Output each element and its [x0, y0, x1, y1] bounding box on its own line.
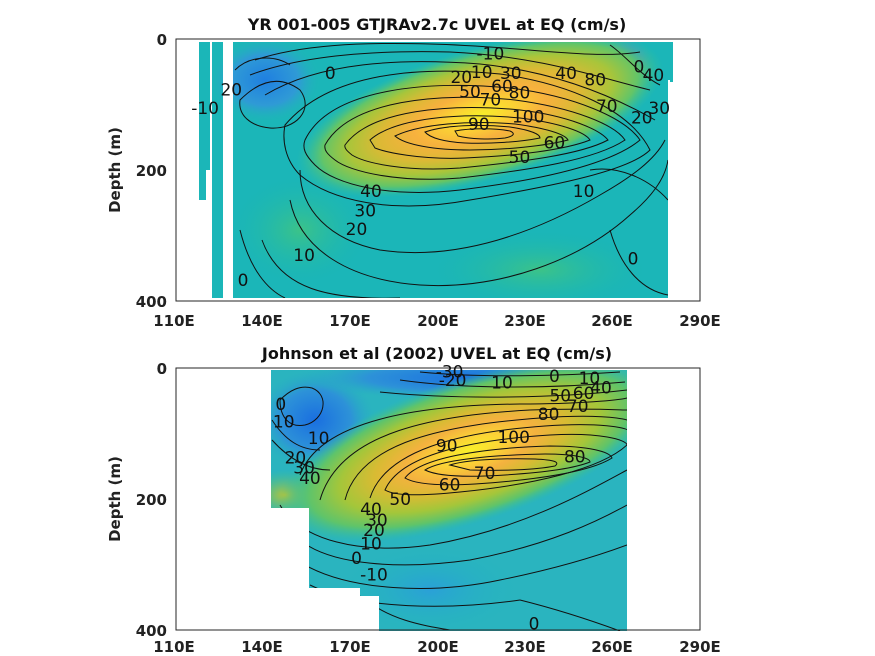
panel-2-contour-label: 30 — [293, 459, 315, 479]
panel-2-contour-label: 0 — [351, 549, 362, 569]
panel-1-contour-label: 90 — [468, 115, 490, 135]
panel-2-contour-label: 50 — [549, 387, 571, 407]
panel-1-axes-box — [175, 38, 701, 302]
p2-xtick-2: 170E — [329, 638, 371, 656]
p1-xtick-3: 200E — [417, 312, 459, 330]
panel-1-contour-label: 10 — [471, 63, 493, 83]
panel-2: Johnson et al (2002) UVEL at EQ (cm/s) — [106, 344, 721, 656]
panel-1-contour-label: 40 — [643, 66, 665, 86]
panel-2-contour-label: 0 — [275, 395, 286, 415]
panel-2-contour-label: 40 — [360, 500, 382, 520]
panel-2-contour-label: 10 — [308, 429, 330, 449]
panel-2-yticks: 0 200 400 — [136, 360, 167, 640]
panel-1-contour-label: 30 — [354, 202, 376, 222]
panel-1-contour-label: 0 — [628, 249, 639, 269]
p1-ytick-2: 400 — [136, 293, 167, 311]
panel-2-contour-label: 30 — [366, 511, 388, 531]
panel-1-contour-label: 20 — [346, 220, 368, 240]
panel-1-edge-strip — [670, 42, 673, 82]
panel-2-contour-label: 60 — [439, 476, 461, 496]
panel-2-contour-label: 40 — [590, 379, 612, 399]
panel-1-contour-label: 20 — [220, 80, 242, 100]
panel-1-contour-label: 10 — [573, 182, 595, 202]
panel-1-contour-label: 60 — [491, 77, 513, 97]
panel-1-contour-label: 0 — [633, 58, 644, 78]
panel-2-contour-label: 0 — [549, 367, 560, 387]
p1-ytick-0: 0 — [157, 31, 167, 49]
panel-2-contour-label: 10 — [491, 373, 513, 393]
p2-xtick-0: 110E — [153, 638, 195, 656]
p2-ytick-0: 0 — [157, 360, 167, 378]
panel-1-contour-label: 10 — [293, 246, 315, 266]
p1-xtick-6: 290E — [679, 312, 721, 330]
p1-xtick-1: 140E — [241, 312, 283, 330]
panel-1-contour-label: 70 — [480, 90, 502, 110]
p1-ytick-1: 200 — [136, 162, 167, 180]
panel-2-contour-label: 60 — [573, 384, 595, 404]
p2-ytick-2: 400 — [136, 622, 167, 640]
panel-1-contour-label: 30 — [648, 99, 670, 119]
panel-2-title: Johnson et al (2002) UVEL at EQ (cm/s) — [261, 344, 612, 363]
panel-1-title: YR 001-005 GTJRAv2.7c UVEL at EQ (cm/s) — [247, 15, 627, 34]
panel-1-contour-label: -10 — [477, 44, 505, 64]
panel-2-contour-label: 90 — [436, 436, 458, 456]
p2-ytick-1: 200 — [136, 491, 167, 509]
panel-2-contour-label: 50 — [389, 490, 411, 510]
p2-xtick-1: 140E — [241, 638, 283, 656]
panel-1-contour-label: -10 — [191, 99, 219, 119]
panel-2-contour-label: 70 — [567, 397, 589, 417]
panel-2-ylabel: Depth (m) — [106, 456, 124, 542]
panel-2-contours — [271, 371, 627, 631]
p2-xtick-3: 200E — [417, 638, 459, 656]
panel-1-contour-label: 40 — [360, 182, 382, 202]
panel-2-contour-label: 10 — [360, 535, 382, 555]
p2-xtick-4: 230E — [504, 638, 546, 656]
panel-1-contour-label: 0 — [325, 64, 336, 84]
panel-1-contour-label: 60 — [544, 134, 566, 154]
panel-1-contour-label: 50 — [459, 82, 481, 102]
p1-xtick-2: 170E — [329, 312, 371, 330]
panel-2-contour-label: 80 — [564, 447, 586, 467]
panel-2-contour-label: 40 — [299, 469, 321, 489]
panel-2-contour-label: 70 — [474, 464, 496, 484]
panel-1-ylabel: Depth (m) — [106, 127, 124, 213]
panel-1-yticks: 0 200 400 — [136, 31, 167, 311]
panel-1-contour-label: 50 — [509, 148, 531, 168]
panel-1-contour-label: 80 — [509, 84, 531, 104]
p1-xtick-4: 230E — [504, 312, 546, 330]
panel-1-contour-label: 20 — [631, 109, 653, 129]
panel-2-xticks: 110E 140E 170E 200E 230E 260E 290E — [153, 638, 721, 656]
p2-xtick-5: 260E — [591, 638, 633, 656]
panel-1-contour-label: 20 — [450, 68, 472, 88]
panel-1-contour-label: 100 — [512, 107, 544, 127]
panel-2-contour-label: 20 — [363, 521, 385, 541]
p2-xtick-6: 290E — [679, 638, 721, 656]
panel-2-contour-label: 10 — [579, 369, 601, 389]
p1-xtick-0: 110E — [153, 312, 195, 330]
panel-2-contour-label: -10 — [360, 565, 388, 585]
panel-1-contour-label: 70 — [596, 97, 618, 117]
panel-2-contour-label: -30 — [436, 362, 464, 382]
panel-1-contour-label: 80 — [584, 71, 606, 91]
panel-1-contour-label: 30 — [500, 64, 522, 84]
panel-2-contour-label: 10 — [273, 413, 295, 433]
panel-2-field — [271, 370, 627, 631]
panel-1: YR 001-005 GTJRAv2.7c UVEL at EQ (cm/s) — [106, 15, 721, 330]
p1-xtick-5: 260E — [591, 312, 633, 330]
panel-1-contours — [234, 42, 669, 298]
panel-1-contour-label: 0 — [238, 271, 249, 291]
panel-2-contour-label: 100 — [497, 428, 529, 448]
panel-2-axes-box — [175, 367, 701, 631]
panel-2-contour-label: 20 — [285, 449, 307, 469]
panel-2-contour-label: 80 — [538, 405, 560, 425]
panel-1-contour-label: 40 — [555, 64, 577, 84]
panel-1-xticks: 110E 140E 170E 200E 230E 260E 290E — [153, 312, 721, 330]
panel-2-contour-label: 0 — [529, 615, 540, 635]
panel-2-contour-label: -20 — [439, 371, 467, 391]
